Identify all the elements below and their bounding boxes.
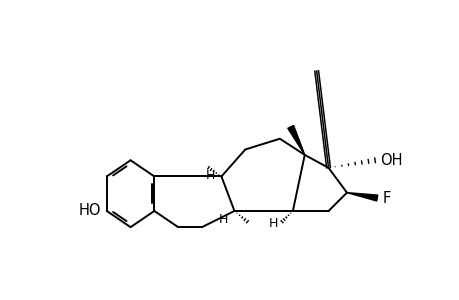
- Text: HO: HO: [78, 203, 101, 218]
- Text: OH: OH: [379, 153, 402, 168]
- Text: H: H: [206, 169, 215, 182]
- Text: F: F: [381, 190, 390, 206]
- Text: H: H: [268, 218, 278, 230]
- Text: H: H: [218, 213, 228, 226]
- Polygon shape: [287, 125, 304, 155]
- Polygon shape: [346, 193, 377, 201]
